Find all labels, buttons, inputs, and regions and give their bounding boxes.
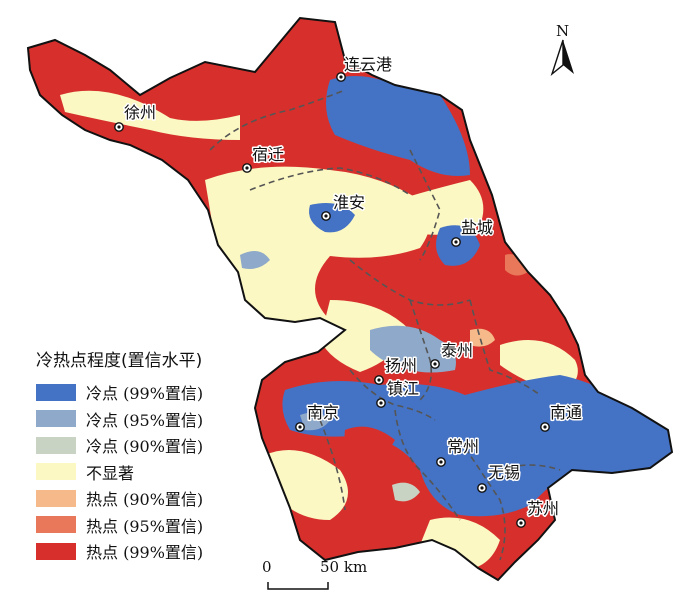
city-nantong: 南通	[540, 402, 584, 432]
legend-label: 热点 (95%置信)	[86, 516, 204, 536]
boundary-xuzhou-suqian	[209, 89, 346, 151]
north-arrow: N	[548, 22, 578, 78]
legend-label: 热点 (90%置信)	[86, 490, 204, 510]
legend-swatch	[36, 436, 76, 454]
city-label-yancheng: 盐城	[461, 218, 493, 237]
legend-swatch	[36, 383, 76, 401]
legend-item: 不显著	[36, 459, 276, 486]
legend-label: 冷点 (90%置信)	[86, 437, 204, 457]
legend-title: 冷热点程度(置信水平)	[36, 351, 203, 371]
city-label-taizhou: 泰州	[441, 341, 473, 360]
city-yancheng: 盐城	[451, 217, 495, 247]
nonsig-huaian-patch	[355, 180, 484, 235]
city-label-yangzhou: 扬州	[385, 356, 417, 375]
city-label-nanjing: 南京	[307, 403, 339, 422]
boundary-huaian-yangzhou	[349, 259, 471, 306]
city-label-changzhou: 常州	[447, 437, 479, 456]
scale-bar: 0 50 km	[262, 558, 402, 598]
city-label-wuxi: 无锡	[488, 463, 520, 482]
boundary-suqian-huaian	[249, 167, 411, 196]
north-letter: N	[556, 22, 570, 40]
legend-label: 冷点 (95%置信)	[86, 410, 204, 430]
legend-item: 冷点 (95%置信)	[36, 406, 276, 433]
scale-zero-label: 0	[262, 558, 272, 576]
legend-swatch	[36, 516, 76, 534]
legend: 冷热点程度(置信水平) 冷点 (99%置信) 冷点 (95%置信) 冷点 (90…	[36, 346, 276, 565]
city-label-suqian: 宿迁	[252, 145, 284, 164]
city-taizhou: 泰州	[430, 340, 475, 369]
city-boundaries	[209, 89, 561, 561]
city-yangzhou: 扬州	[374, 355, 419, 385]
hot-99-nanjing-patch	[344, 426, 395, 460]
boundary-yangzhou-taizhou	[409, 299, 433, 401]
city-label-lianyungang: 连云港	[344, 55, 392, 74]
city-label-suzhou: 苏州	[527, 499, 559, 518]
cold-99-lianyungang	[326, 76, 470, 176]
city-xuzhou: 徐州	[114, 102, 158, 132]
cold-99-south	[282, 375, 672, 517]
scale-distance-label: 50 km	[320, 558, 368, 576]
boundary-changzhou-wuxi	[459, 439, 506, 561]
city-nanjing: 南京	[295, 402, 341, 432]
legend-item: 热点 (99%置信)	[36, 538, 276, 565]
legend-label: 热点 (99%置信)	[86, 543, 204, 563]
city-suzhou: 苏州	[516, 498, 561, 528]
city-markers: 连云港 徐州 宿迁 淮安 盐城 扬州 泰州 镇江	[114, 54, 584, 528]
legend-label: 冷点 (99%置信)	[86, 384, 204, 404]
legend-swatch	[36, 463, 76, 481]
city-changzhou: 常州	[436, 436, 481, 467]
legend-swatch	[36, 542, 76, 560]
city-zhenjiang: 镇江	[376, 378, 421, 408]
cold-95-west	[240, 251, 270, 269]
legend-item: 冷点 (99%置信)	[36, 379, 276, 406]
scale-bar-line	[267, 582, 329, 590]
cold-90-patch	[392, 482, 420, 502]
cold-95-nanjing	[300, 412, 330, 431]
cold-99-huaian	[309, 202, 355, 233]
city-label-xuzhou: 徐州	[124, 103, 156, 122]
north-arrow-icon	[550, 39, 574, 77]
city-label-huaian: 淮安	[333, 193, 365, 212]
city-lianyungang: 连云港	[336, 54, 394, 82]
legend-label: 不显著	[86, 463, 135, 483]
legend-item: 冷点 (90%置信)	[36, 432, 276, 459]
boundary-huaian-yancheng	[409, 149, 441, 261]
legend-swatch	[36, 489, 76, 507]
city-suqian: 宿迁	[242, 144, 286, 173]
legend-item: 热点 (90%置信)	[36, 485, 276, 512]
nonsig-north-patch	[60, 90, 240, 140]
city-label-zhenjiang: 镇江	[387, 379, 419, 398]
legend-item: 热点 (95%置信)	[36, 512, 276, 539]
boundary-nanjing-south	[319, 419, 346, 511]
city-label-nantong: 南通	[550, 403, 582, 422]
province-outline	[26, 16, 674, 582]
boundary-wuxi-suzhou	[499, 464, 561, 471]
city-huaian: 淮安	[321, 192, 367, 221]
city-wuxi: 无锡	[477, 462, 522, 493]
boundary-taizhou-nantong	[469, 299, 541, 396]
legend-swatch	[36, 410, 76, 428]
nonsig-central-patch	[205, 166, 430, 330]
hot-90-patch	[470, 328, 495, 347]
boundary-zhenjiang-changzhou	[394, 409, 461, 521]
hot-95-patch	[505, 254, 528, 276]
